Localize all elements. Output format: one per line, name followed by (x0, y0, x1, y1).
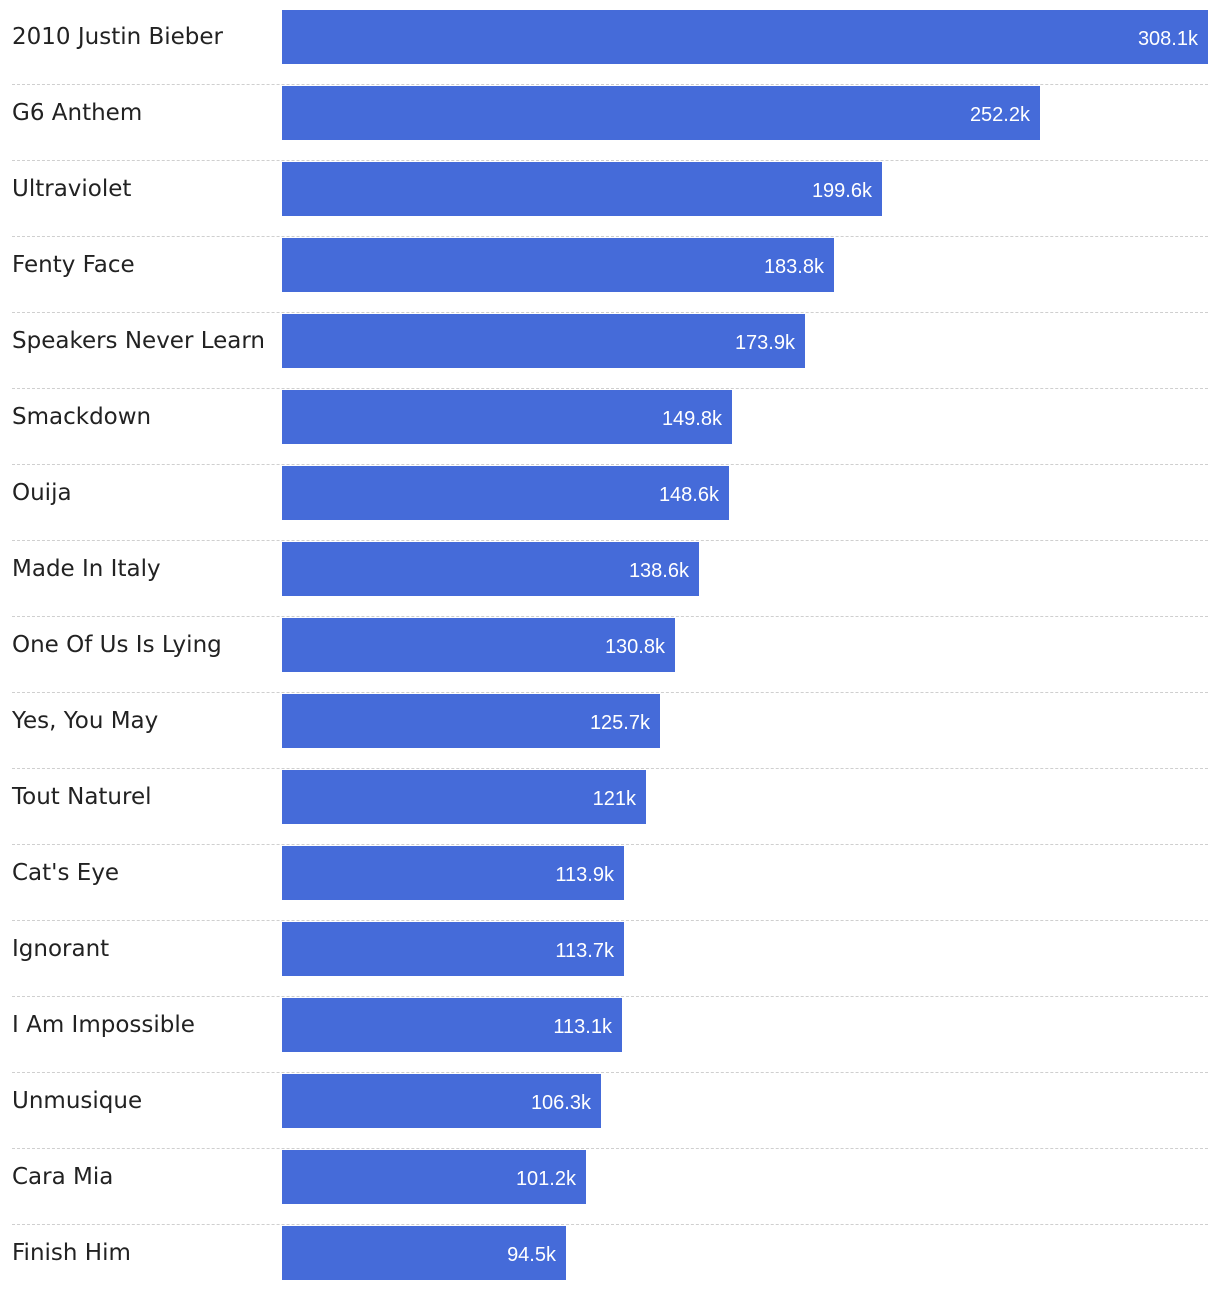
value-label: 308.1k (1137, 28, 1198, 50)
row-separator (12, 768, 1208, 769)
category-label: Tout Naturel (12, 784, 152, 810)
row-separator (12, 1072, 1208, 1073)
value-label: 113.7k (555, 940, 614, 962)
value-label: 199.6k (811, 180, 872, 202)
bar (282, 1226, 566, 1280)
bar (282, 846, 624, 900)
row-separator (12, 84, 1208, 85)
bar (282, 390, 732, 444)
value-label: 125.7k (589, 712, 650, 734)
category-label: Cat's Eye (12, 860, 120, 886)
bar (282, 922, 624, 976)
bar (282, 694, 660, 748)
bar (282, 770, 646, 824)
bar (282, 1074, 601, 1128)
value-label: 101.2k (515, 1168, 576, 1190)
category-label: Speakers Never Learn (12, 328, 266, 354)
row-separator (12, 1224, 1208, 1225)
bar (282, 466, 729, 520)
row-separator (12, 996, 1208, 997)
value-label: 138.6k (628, 560, 689, 582)
category-label: Fenty Face (12, 252, 135, 278)
row-separator (12, 692, 1208, 693)
category-label: Yes, You May (12, 708, 159, 734)
category-label: I Am Impossible (12, 1012, 195, 1038)
category-label: Ultraviolet (12, 176, 132, 202)
value-label: 106.3k (530, 1092, 591, 1114)
value-label: 148.6k (658, 484, 719, 506)
row-separator (12, 540, 1208, 541)
value-label: 113.1k (553, 1016, 612, 1038)
bar (282, 162, 882, 216)
row-separator (12, 844, 1208, 845)
category-label: Finish Him (12, 1240, 131, 1266)
bar (282, 10, 1208, 64)
category-label: G6 Anthem (12, 100, 143, 126)
bar (282, 86, 1040, 140)
category-label: Unmusique (12, 1088, 143, 1114)
row-separator (12, 464, 1208, 465)
value-label: 121k (592, 788, 636, 810)
bar (282, 998, 622, 1052)
category-label: Made In Italy (12, 556, 161, 582)
category-label: Ignorant (12, 936, 110, 962)
row-separator (12, 920, 1208, 921)
row-separator (12, 312, 1208, 313)
category-label: Ouija (12, 480, 72, 506)
row-separator (12, 616, 1208, 617)
row-separator (12, 388, 1208, 389)
bar (282, 618, 675, 672)
value-label: 183.8k (763, 256, 824, 278)
category-label: Cara Mia (12, 1164, 114, 1190)
value-label: 94.5k (507, 1244, 556, 1266)
bar (282, 1150, 586, 1204)
value-label: 130.8k (604, 636, 665, 658)
category-label: Smackdown (12, 404, 152, 430)
row-separator (12, 160, 1208, 161)
value-label: 113.9k (555, 864, 614, 886)
value-label: 149.8k (661, 408, 722, 430)
bar (282, 542, 699, 596)
bar (282, 314, 805, 368)
bar (282, 238, 834, 292)
value-label: 252.2k (969, 104, 1030, 126)
row-separator (12, 236, 1208, 237)
category-label: 2010 Justin Bieber (12, 24, 224, 50)
row-separator (12, 1148, 1208, 1149)
category-label: One Of Us Is Lying (12, 632, 222, 658)
value-label: 173.9k (734, 332, 795, 354)
